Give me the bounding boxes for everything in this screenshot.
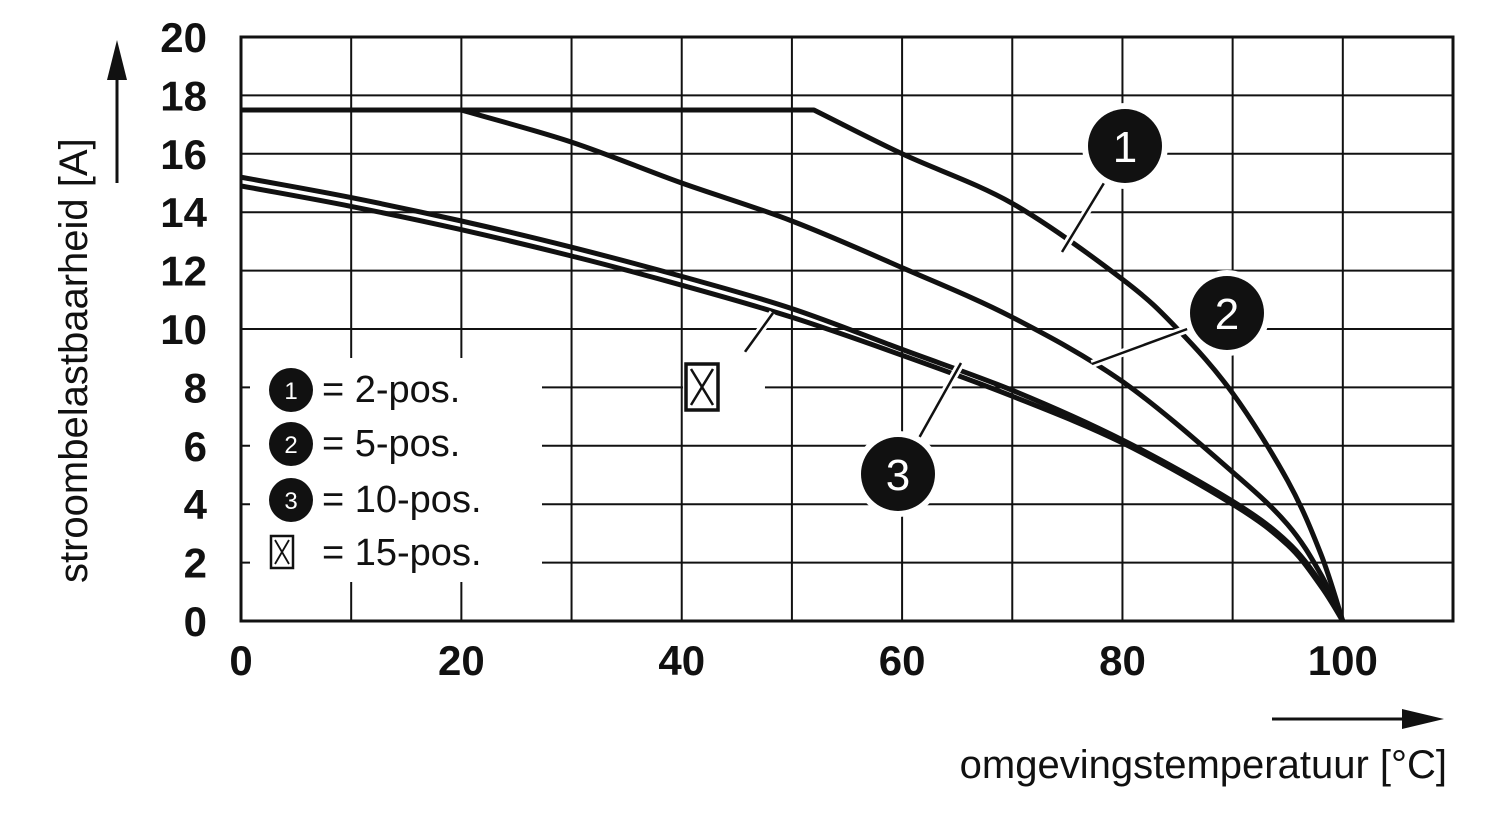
y-tick-label: 14 xyxy=(160,189,207,236)
badge-leaders xyxy=(738,180,1192,440)
y-tick-label: 4 xyxy=(184,481,208,528)
x-tick-label: 60 xyxy=(879,637,926,684)
legend-crossed-box-icon-stroke xyxy=(274,539,290,565)
series-badge-label: 1 xyxy=(1113,123,1137,172)
series-line-15 xyxy=(240,183,1345,623)
x-tick-label: 40 xyxy=(658,637,705,684)
series-badge-1 xyxy=(1088,109,1162,183)
legend-badge-label: 1 xyxy=(284,378,297,405)
y-tick-label: 12 xyxy=(160,248,207,295)
leader-line xyxy=(740,312,775,357)
x-tick-label: 80 xyxy=(1099,637,1146,684)
legend-badge-label: 3 xyxy=(284,488,297,515)
legend-badge-3 xyxy=(269,478,313,522)
leader-line xyxy=(1091,326,1191,366)
series-badges: 1 2 3 xyxy=(683,103,1270,517)
y-tick-label: 2 xyxy=(184,540,207,587)
series-lines xyxy=(240,107,1346,623)
plot-frame xyxy=(239,35,1455,623)
y-tick-label: 20 xyxy=(160,14,207,61)
leader-line xyxy=(1060,182,1106,253)
y-tick-label: 18 xyxy=(160,72,207,119)
legend: 1 = 2-pos. 2 = 5-pos. 3 = 10-pos. = 15-pos. xyxy=(250,358,542,582)
legend-label: = 10-pos. xyxy=(322,479,482,521)
x-tick-label: 100 xyxy=(1308,637,1378,684)
legend-label: = 2-pos. xyxy=(322,369,460,411)
y-tick-label: 8 xyxy=(184,364,207,411)
y-tick-label: 6 xyxy=(184,423,207,470)
series-badge-2 xyxy=(1190,276,1264,350)
legend-badge-2 xyxy=(269,422,313,466)
series-line-1 xyxy=(241,107,1346,622)
crossed-box-icon-stroke xyxy=(689,368,715,406)
x-tick-label: 20 xyxy=(438,637,485,684)
legend-badge-1 xyxy=(269,368,313,412)
y-tick-label: 16 xyxy=(160,131,207,178)
y-tick-label: 0 xyxy=(184,598,207,645)
x-tick-label: 0 xyxy=(229,637,252,684)
leader-line xyxy=(917,362,963,439)
legend-label: = 5-pos. xyxy=(322,423,460,465)
series-badge-label: 2 xyxy=(1215,290,1239,339)
y-axis-arrow-head xyxy=(107,40,127,80)
series-line-2 xyxy=(241,107,1346,623)
legend-badge-label: 2 xyxy=(284,432,297,459)
y-tick-label: 10 xyxy=(160,306,207,353)
x-axis-arrow-head xyxy=(1402,709,1444,729)
series-badge-label: 3 xyxy=(886,451,910,500)
series-line-3 xyxy=(240,174,1345,623)
legend-label: = 15-pos. xyxy=(322,532,482,574)
x-axis-label: omgevingstemperatuur [°C] xyxy=(960,743,1447,787)
y-axis-label: stroombelastbaarheid [A] xyxy=(52,138,96,583)
series-badge-3 xyxy=(861,437,935,511)
